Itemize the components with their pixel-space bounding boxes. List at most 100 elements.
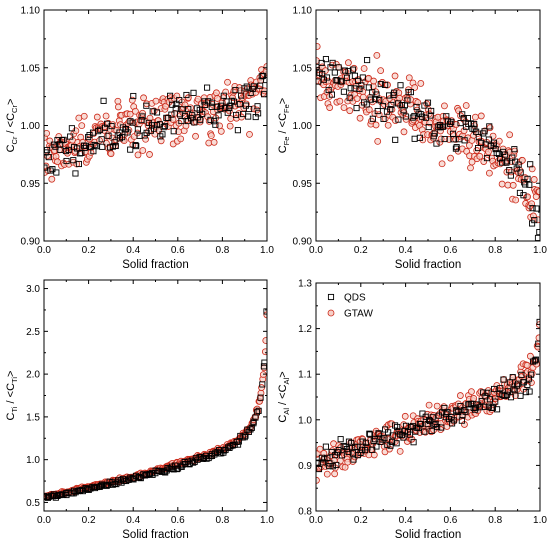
qds-point — [402, 113, 409, 120]
qds-point — [397, 431, 404, 438]
data-points — [316, 43, 540, 241]
qds-point — [201, 101, 208, 108]
x-axis-label: Solid fraction — [122, 529, 188, 541]
qds-point — [350, 456, 357, 463]
qds-point — [169, 101, 176, 108]
qds-point — [476, 404, 483, 411]
qds-point — [329, 59, 336, 66]
qds-point — [504, 158, 511, 165]
gtaw-point — [146, 151, 153, 158]
qds-point — [394, 100, 402, 107]
qds-point — [335, 447, 342, 454]
x-axis-label: Solid fraction — [122, 259, 188, 271]
gtaw-point — [485, 148, 492, 156]
qds-point — [464, 115, 471, 122]
qds-point — [458, 417, 465, 424]
qds-point — [261, 359, 267, 366]
legend-marker-gtaw — [327, 309, 335, 317]
qds-point — [212, 121, 219, 128]
qds-point — [412, 428, 419, 435]
qds-point — [68, 125, 75, 132]
gtaw-point — [485, 169, 493, 177]
qds-point — [134, 126, 141, 133]
y-tick-label: 1.5 — [26, 412, 40, 423]
qds-point — [349, 66, 356, 73]
qds-point — [404, 97, 411, 104]
qds-point — [78, 486, 85, 493]
gtaw-point — [102, 112, 110, 120]
qds-point — [232, 87, 239, 94]
qds-point — [529, 205, 536, 212]
qds-point — [495, 150, 502, 158]
gtaw-point — [437, 135, 445, 143]
y-tick-label: 1.10 — [293, 6, 313, 17]
qds-point — [45, 154, 52, 161]
qds-point — [499, 391, 506, 398]
qds-point — [402, 422, 410, 429]
qds-point — [325, 86, 332, 94]
qds-point — [53, 169, 60, 176]
y-tick-label: 0.95 — [21, 179, 41, 190]
qds-point — [362, 439, 369, 446]
qds-point — [391, 89, 398, 96]
qds-point — [316, 78, 322, 85]
gtaw-point — [447, 154, 454, 162]
qds-point — [224, 109, 231, 116]
qds-point — [462, 408, 469, 415]
gtaw-point — [222, 88, 230, 96]
qds-point — [449, 420, 456, 427]
qds-point — [372, 95, 379, 102]
qds-point — [374, 107, 381, 115]
y-tick-label: 1.0 — [26, 455, 40, 466]
qds-point — [127, 146, 134, 153]
gtaw-point — [534, 216, 540, 224]
qds-point — [159, 131, 166, 138]
qds-point — [108, 123, 115, 130]
qds-point — [494, 406, 501, 413]
qds-point — [428, 107, 435, 114]
qds-point — [328, 449, 335, 456]
qds-point — [100, 97, 107, 104]
qds-point — [355, 77, 362, 85]
qds-point — [385, 429, 392, 436]
qds-point — [365, 84, 372, 91]
gtaw-point — [321, 67, 329, 75]
qds-point — [93, 143, 100, 150]
qds-point — [478, 139, 485, 147]
qds-point — [247, 89, 254, 96]
y-tick-label: 1.00 — [293, 121, 313, 132]
qds-point — [518, 371, 525, 378]
gtaw-point — [477, 112, 485, 120]
qds-point — [143, 129, 150, 136]
x-tick-label: 0.2 — [82, 245, 96, 256]
gtaw-point — [391, 72, 399, 80]
gtaw-point — [213, 95, 221, 102]
x-tick-label: 0.2 — [82, 515, 96, 526]
qds-point — [481, 403, 488, 410]
qds-point — [382, 81, 389, 88]
y-tick-label: 2.5 — [26, 327, 40, 338]
legend: QDS GTAW — [327, 293, 373, 320]
qds-point — [243, 83, 250, 90]
gtaw-point — [326, 104, 334, 111]
qds-point — [263, 308, 267, 315]
qds-point — [419, 113, 426, 120]
qds-point — [340, 442, 347, 450]
qds-point — [377, 81, 384, 88]
qds-point — [517, 169, 524, 176]
qds-point — [392, 136, 399, 143]
qds-point — [438, 424, 445, 431]
qds-point — [535, 340, 540, 347]
qds-point — [259, 381, 266, 388]
data-points — [316, 318, 540, 484]
gtaw-point — [227, 115, 235, 123]
gtaw-point — [340, 104, 348, 111]
gtaw-point — [370, 451, 378, 459]
gtaw-point — [509, 181, 517, 189]
y-tick-label: 1.05 — [21, 63, 41, 74]
qds-point — [255, 110, 262, 117]
qds-point — [432, 420, 439, 427]
qds-point — [322, 56, 329, 63]
gtaw-point — [401, 412, 409, 420]
